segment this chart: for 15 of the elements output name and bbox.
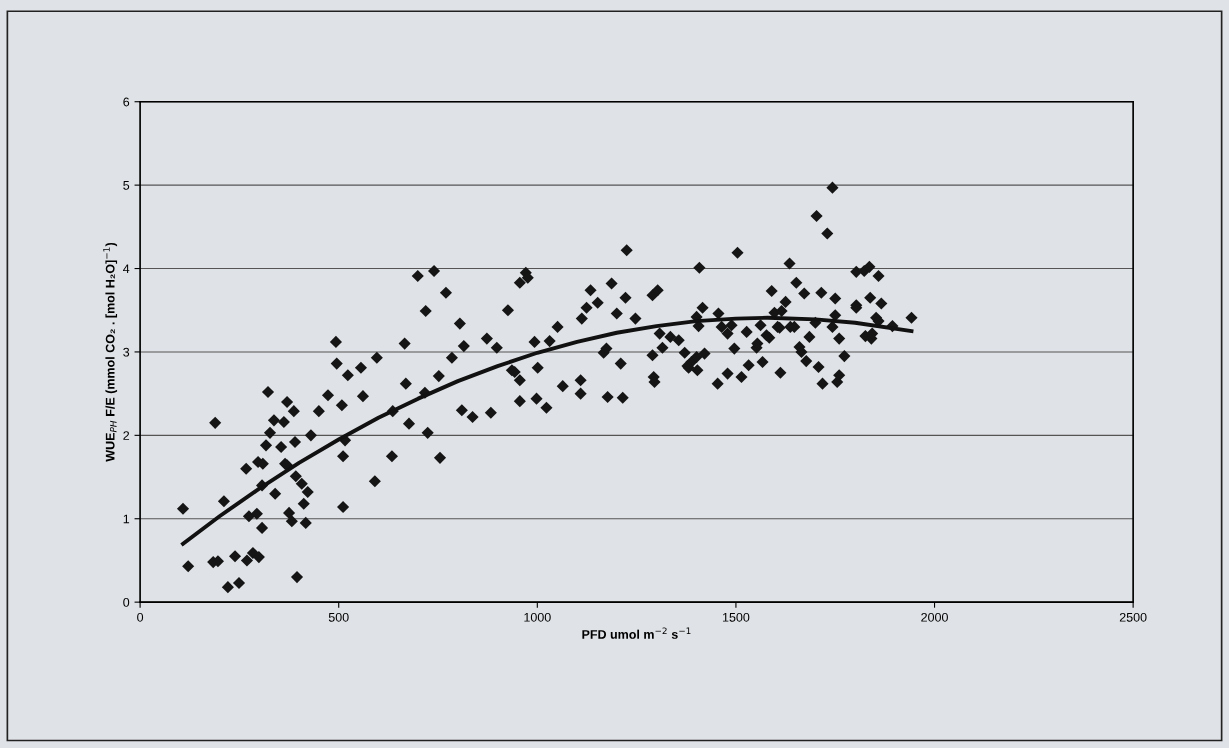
x-tick-label: 0 <box>137 612 144 622</box>
x-tick-label: 1500 <box>722 612 750 622</box>
x-tick-label: 2500 <box>1119 612 1147 622</box>
y-tick-label: 3 <box>123 347 130 357</box>
x-tick-label: 1000 <box>524 612 551 622</box>
y-tick-label: 5 <box>123 181 130 190</box>
x-tick-label: 500 <box>328 612 349 622</box>
y-tick-label: 0 <box>123 597 130 607</box>
y-tick-label: 6 <box>123 97 130 107</box>
x-axis-title: PFD umol m$^{−2}$ s$^{−1}$ <box>582 627 691 639</box>
x-tick-label: 2000 <box>921 612 948 622</box>
y-tick-label: 4 <box>123 264 130 274</box>
y-tick-label: 1 <box>123 514 130 524</box>
y-axis-title: WUE$_{PH}$ F/E (mmol CO₂ . [mol H₂O]$^{−1}$) <box>103 242 118 462</box>
y-tick-label: 2 <box>123 431 130 440</box>
